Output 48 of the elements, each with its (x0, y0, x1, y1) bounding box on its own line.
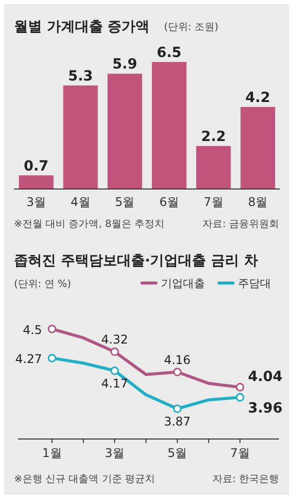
x-tick-label: 8월 (248, 195, 268, 209)
data-label: 3.96 (248, 400, 283, 416)
bar (18, 175, 54, 189)
x-tick-label: 1월 (42, 446, 62, 460)
text: ※전월 대비 증가액, 8월은 추정치 (14, 219, 165, 230)
text: 자료: 한국은행 (212, 474, 279, 485)
legend-label: 기업대출 (161, 277, 205, 290)
data-label: 4.17 (101, 376, 128, 391)
x-tick-label: 3월 (104, 446, 124, 460)
x-tick-label: 4월 (70, 195, 90, 209)
data-label: 3.87 (164, 414, 191, 429)
chart-subtitle: (단위: 연 %) (14, 279, 72, 290)
point (236, 382, 244, 392)
data-label: 2.2 (201, 129, 226, 146)
point (173, 404, 182, 413)
point (48, 324, 56, 334)
point (110, 366, 119, 375)
point (48, 354, 56, 362)
data-label: 6.5 (156, 45, 182, 61)
chart-title: 좁혀진 주택담보대출·기업대출 금리 차 (14, 253, 258, 269)
x-tick-label: 7월 (204, 195, 224, 209)
point (236, 393, 244, 402)
text: ※은행 신규 대출액 기준 평균치 (14, 474, 156, 485)
bar (63, 85, 98, 189)
data-label: 4.27 (15, 352, 42, 366)
data-label: 4.2 (245, 90, 270, 106)
x-tick-label: 7월 (230, 446, 250, 460)
data-label: 0.7 (24, 158, 49, 174)
data-label: 4.32 (101, 332, 128, 347)
x-tick-label: 3월 (26, 195, 46, 209)
data-label: 4.04 (248, 369, 283, 386)
bar (196, 146, 231, 189)
data-label: 4.16 (164, 352, 191, 367)
bar (152, 62, 186, 189)
data-label: 5.3 (68, 68, 93, 84)
x-tick-label: 6월 (159, 195, 179, 209)
bar (108, 74, 142, 189)
x-tick-label: 5월 (168, 446, 188, 460)
point (110, 347, 119, 356)
data-label: 4.5 (22, 322, 42, 337)
legend-label: 주담대 (238, 277, 271, 290)
chart-title: 월별 가계대출 증가액 (14, 19, 150, 35)
bar (240, 106, 276, 189)
point (173, 368, 182, 376)
chart-subtitle: (단위: 조원) (164, 22, 218, 33)
data-label: 5.9 (112, 56, 138, 73)
text: 자료: 금융위원회 (202, 219, 279, 230)
x-tick-label: 5월 (115, 195, 135, 209)
